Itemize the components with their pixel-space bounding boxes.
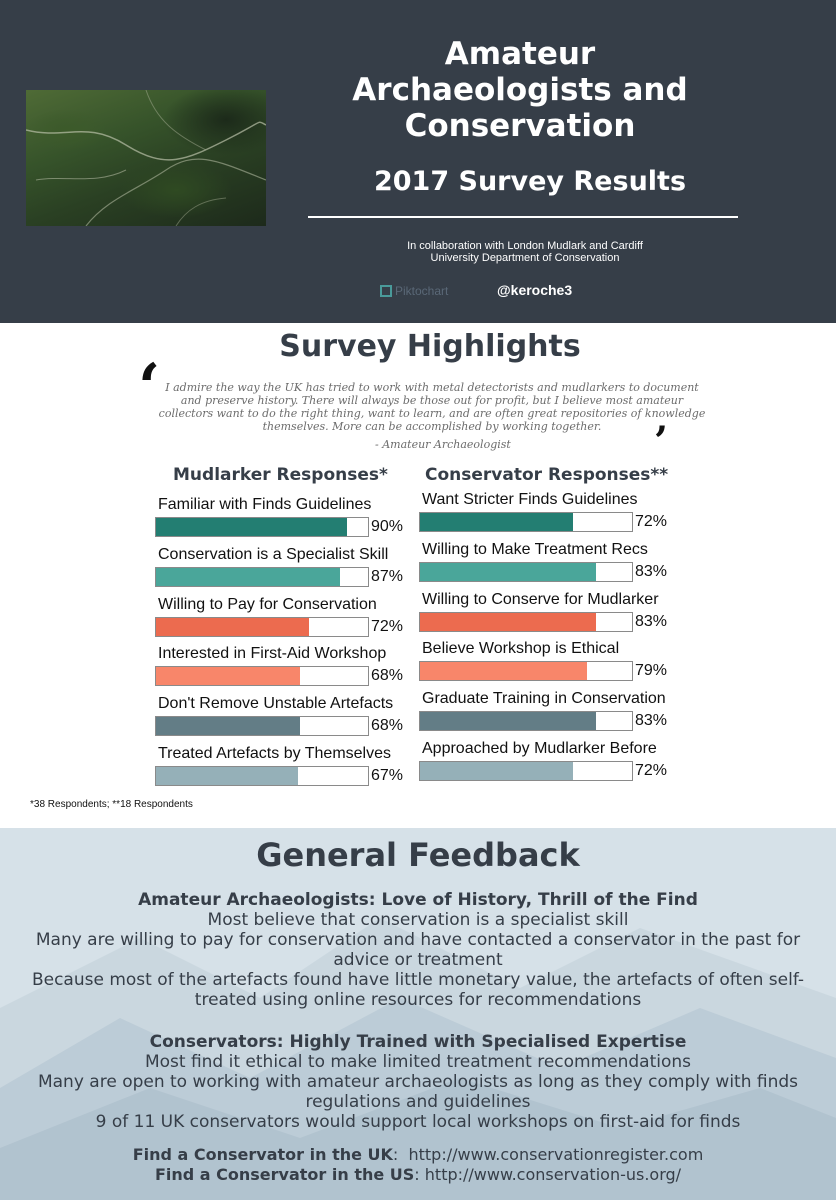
- conservator-line-1: Most find it ethical to make limited tre…: [144, 1052, 692, 1072]
- feedback-section: [0, 828, 836, 1200]
- quote-attribution: - Amateur Archaeologist: [375, 438, 511, 451]
- conservator-bar-value: 83%: [635, 612, 668, 630]
- highlights-title: Survey Highlights: [279, 329, 581, 364]
- conservator-bar: [420, 612, 596, 631]
- brand-name: Piktochart: [395, 284, 449, 298]
- conservator-heading-fb: Conservators: Highly Trained with Specia…: [149, 1032, 687, 1052]
- mudlarker-bar-track: [155, 766, 369, 786]
- uk-link-label: Find a Conservator in the UK: [132, 1145, 393, 1164]
- conservator-bar-track: [419, 611, 633, 632]
- conservator-feedback: Conservators: Highly Trained with Specia…: [0, 1032, 836, 1132]
- mudlarker-bar-label: Willing to Pay for Conservation: [158, 595, 377, 613]
- mudlarker-heading: Mudlarker Responses*: [173, 465, 388, 485]
- mountain-background: [0, 918, 836, 1200]
- conservator-bar-value: 79%: [635, 662, 668, 680]
- mudlarker-bar-track: [155, 666, 369, 687]
- mudlarker-bar-value: 72%: [371, 617, 404, 635]
- conservator-bar-value: 72%: [635, 513, 668, 530]
- amateur-line-2: Many are willing to pay for conservation…: [35, 930, 801, 970]
- testimonial-quote: I admire the way the UK has tried to wor…: [158, 381, 706, 433]
- mudlarker-bar: [156, 518, 347, 536]
- conservator-bar-label: Willing to Conserve for Mudlarker: [422, 590, 659, 608]
- conservator-links: Find a Conservator in the UK: http://www…: [0, 1145, 836, 1185]
- mudlarker-bar-value: 90%: [371, 518, 404, 535]
- mudlarker-bar-label: Don't Remove Unstable Artefacts: [158, 695, 394, 713]
- piktochart-logo-icon: [380, 285, 392, 297]
- conservator-bar-track: [419, 561, 633, 582]
- terrain-texture: [26, 90, 266, 226]
- feedback-title: General Feedback: [256, 836, 580, 874]
- mudlarker-bar-label: Interested in First-Aid Workshop: [158, 645, 387, 663]
- collab-line-1: In collaboration with London Mudlark and…: [407, 240, 643, 252]
- conservator-bar: [420, 662, 588, 681]
- conservator-bar-label: Approached by Mudlarker Before: [422, 740, 657, 757]
- mudlarker-bar-value: 68%: [371, 667, 404, 685]
- landscape-photo: [26, 90, 266, 226]
- conservator-bar-label: Want Stricter Finds Guidelines: [422, 491, 638, 508]
- page-title: Amateur Archaeologists and Conservation: [352, 36, 688, 144]
- conservator-bar-label: Willing to Make Treatment Recs: [422, 540, 648, 558]
- conservator-bar: [420, 762, 573, 780]
- amateur-heading: Amateur Archaeologists: Love of History,…: [138, 890, 698, 910]
- mudlarker-bar-label: Familiar with Finds Guidelines: [158, 496, 372, 513]
- conservator-bar-label: Graduate Training in Conservation: [422, 690, 666, 708]
- amateur-line-3: Because most of the artefacts found have…: [31, 970, 805, 1010]
- uk-link-row[interactable]: Find a Conservator in the UK: http://www…: [132, 1145, 704, 1164]
- mudlarker-bar: [156, 567, 341, 586]
- respondents-footnote: *38 Respondents; **18 Respondents: [30, 799, 193, 810]
- conservator-bar-track: [419, 512, 633, 532]
- collaboration-note: In collaboration with London Mudlark and…: [360, 240, 690, 264]
- page-subtitle: 2017 Survey Results: [373, 166, 687, 197]
- open-quote-icon: ‘: [138, 350, 161, 425]
- mudlarker-bar: [156, 717, 301, 736]
- uk-link-url[interactable]: http://www.conservationregister.com: [408, 1145, 704, 1164]
- conservator-bar-label: Believe Workshop is Ethical: [422, 640, 620, 658]
- conservator-bar-value: 72%: [635, 762, 668, 779]
- us-link-row[interactable]: Find a Conservator in the US: http://www…: [154, 1165, 682, 1184]
- close-quote-icon: ’: [654, 418, 668, 465]
- conservator-bar: [420, 562, 596, 581]
- amateur-feedback: Amateur Archaeologists: Love of History,…: [0, 890, 836, 1010]
- conservator-bar-track: [419, 761, 633, 781]
- mudlarker-bar: [156, 767, 299, 785]
- conservator-heading: Conservator Responses**: [425, 465, 669, 485]
- mudlarker-bar-track: [155, 566, 369, 587]
- mudlarker-bar-track: [155, 716, 369, 737]
- mudlarker-bar-value: 87%: [371, 567, 404, 585]
- header-divider: [308, 216, 738, 218]
- mudlarker-bar-track: [155, 616, 369, 637]
- mudlarker-bar-label: Treated Artefacts by Themselves: [158, 745, 391, 762]
- conservator-bar-value: 83%: [635, 712, 668, 730]
- collab-line-2: University Department of Conservation: [430, 252, 620, 264]
- conservator-bar: [420, 513, 573, 531]
- mudlarker-bar: [156, 617, 309, 636]
- mudlarker-bar-track: [155, 517, 369, 537]
- conservator-bar-track: [419, 661, 633, 682]
- mudlarker-bar-value: 67%: [371, 767, 404, 784]
- mudlarker-bar-label: Conservation is a Specialist Skill: [158, 545, 389, 563]
- conservator-line-3: 9 of 11 UK conservators would support lo…: [95, 1112, 741, 1132]
- mudlarker-bar-value: 68%: [371, 717, 404, 735]
- us-link-label: Find a Conservator in the US: [154, 1165, 415, 1184]
- piktochart-brand[interactable]: Piktochart: [380, 284, 448, 298]
- us-link-url[interactable]: http://www.conservation-us.org/: [424, 1165, 682, 1184]
- conservator-line-2: Many are open to working with amateur ar…: [37, 1072, 799, 1112]
- amateur-line-1: Most believe that conservation is a spec…: [207, 910, 629, 930]
- conservator-bar: [420, 712, 596, 731]
- mudlarker-bar: [156, 667, 301, 686]
- conservator-bar-value: 83%: [635, 562, 668, 580]
- conservator-bar-track: [419, 711, 633, 732]
- author-handle[interactable]: @keroche3: [497, 282, 573, 298]
